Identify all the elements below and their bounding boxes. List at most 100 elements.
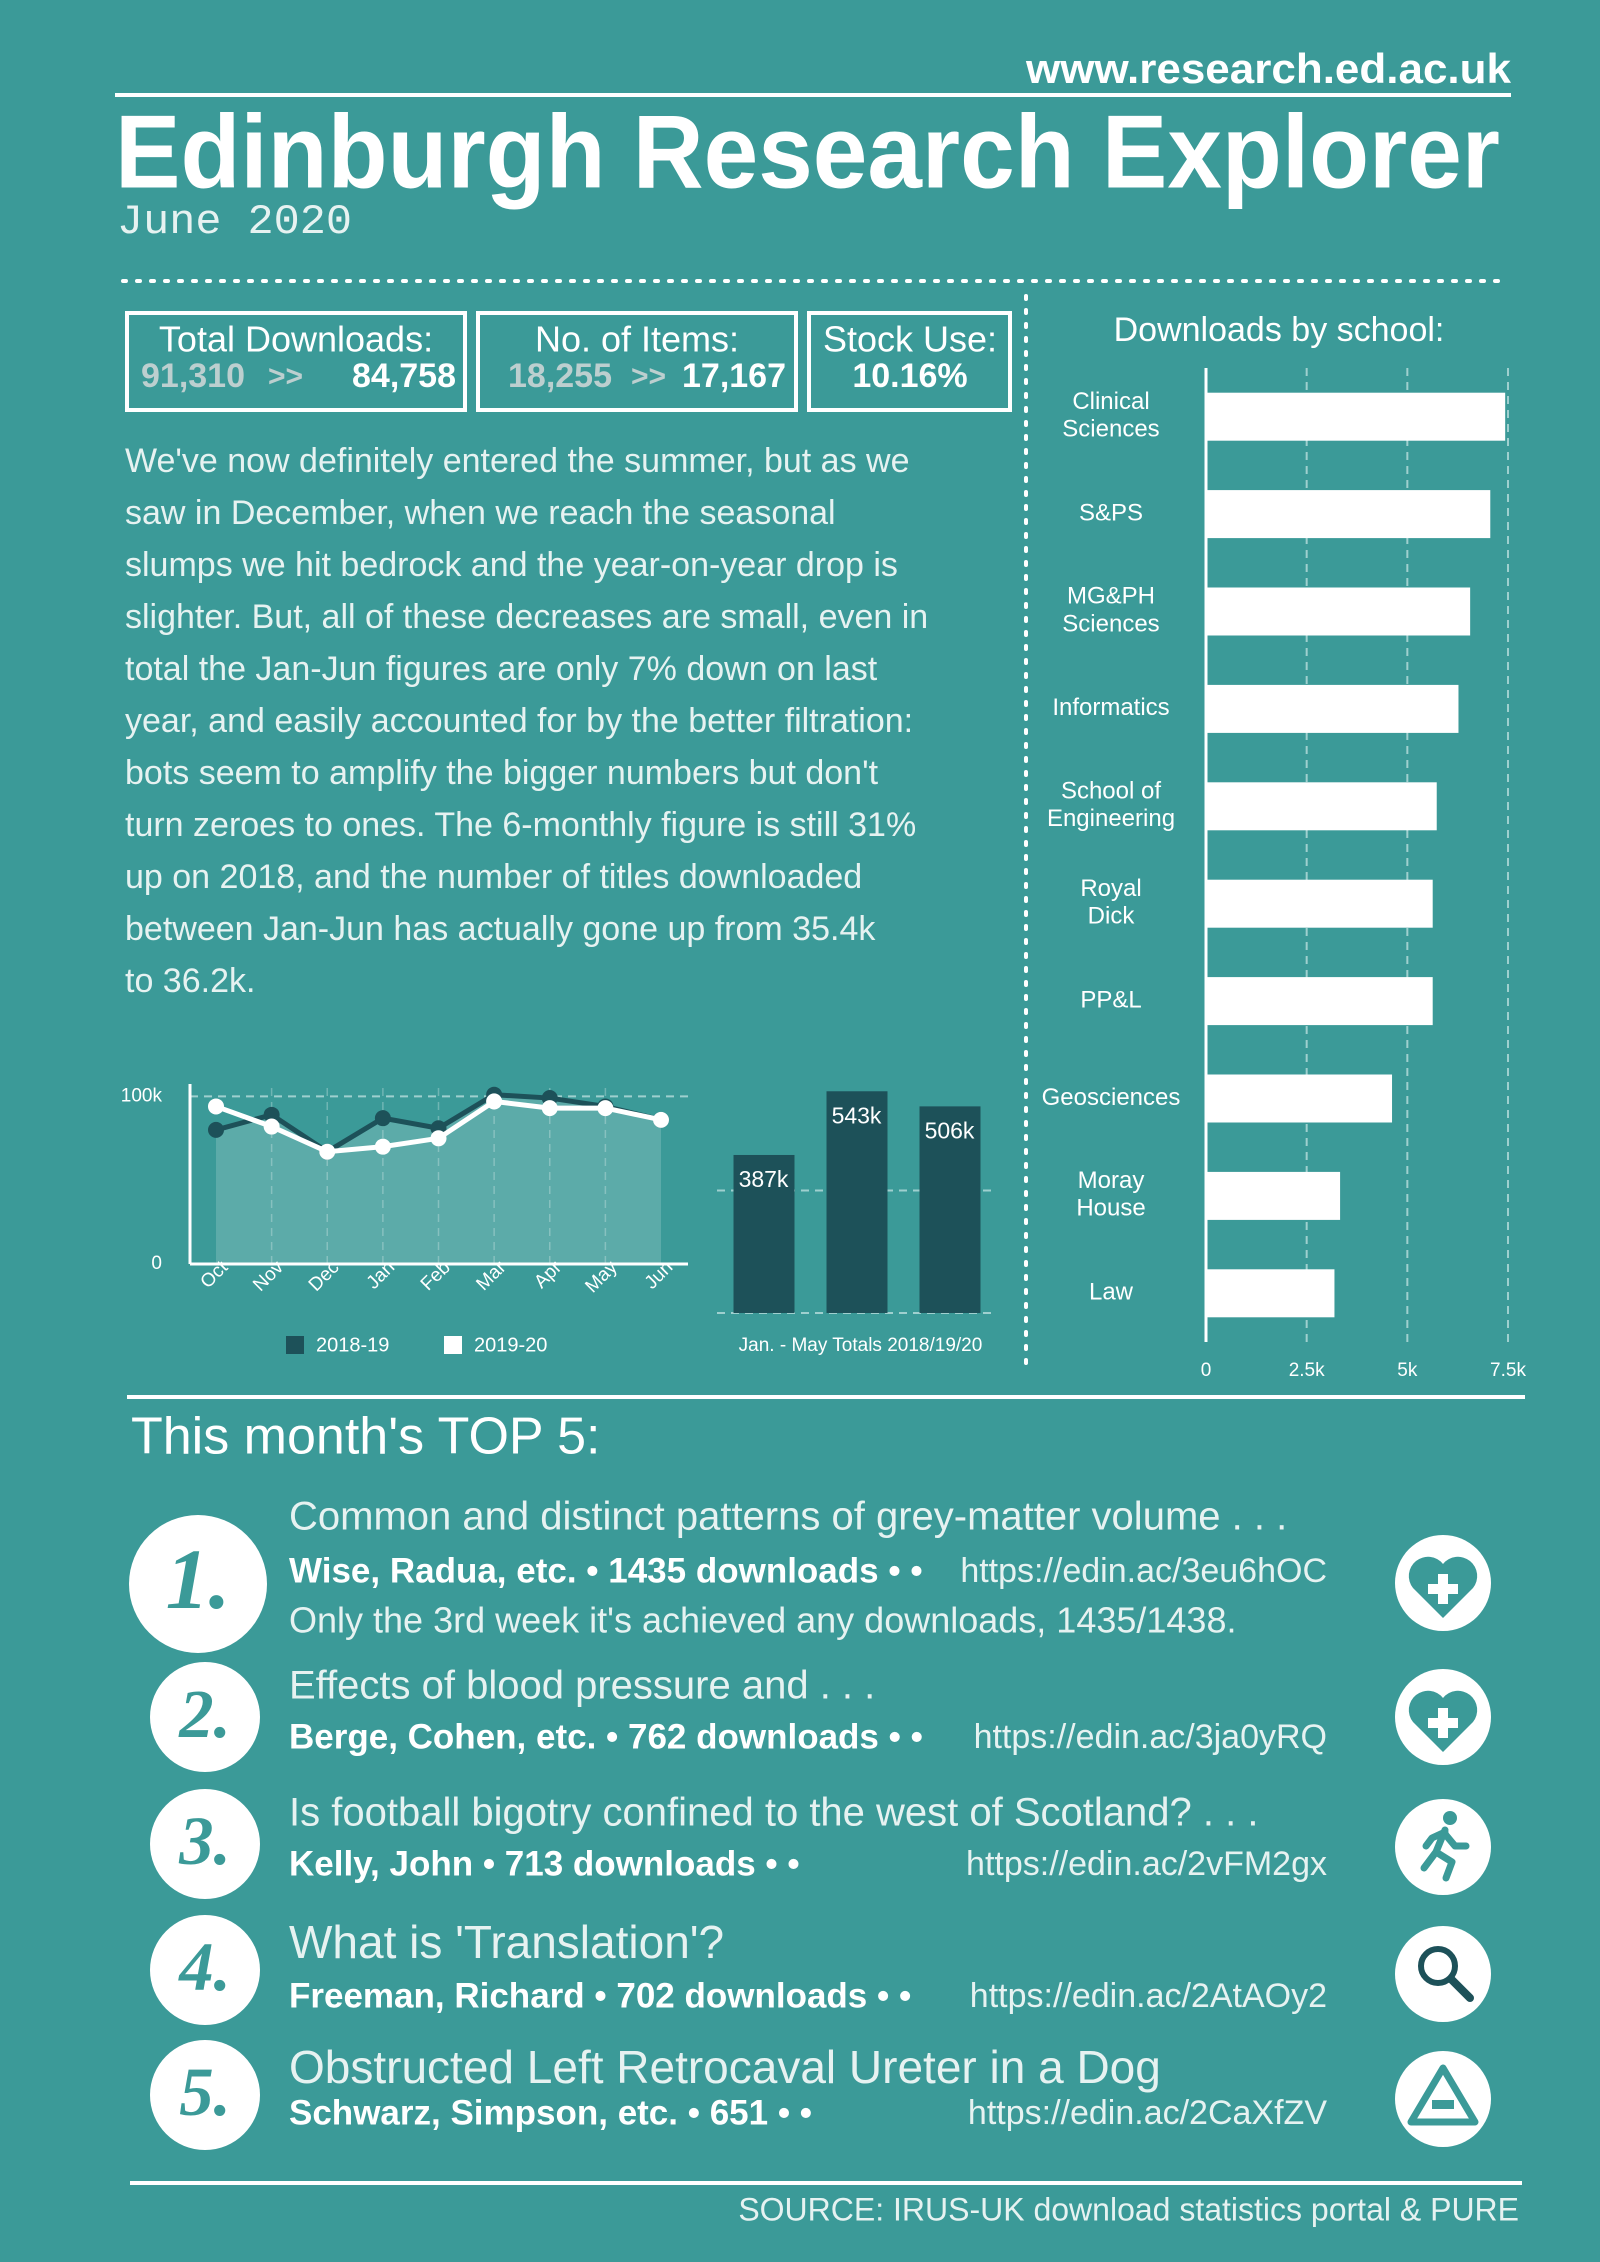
stat-label: Total Downloads: xyxy=(159,319,433,360)
rank-badge xyxy=(150,1789,260,1899)
bar xyxy=(1206,1171,1341,1220)
stat-label: No. of Items: xyxy=(535,319,739,360)
title: Edinburgh Research Explorer xyxy=(115,94,1500,210)
rank: 2. xyxy=(178,1676,231,1752)
y-tick-label: 0 xyxy=(151,1253,162,1274)
bar xyxy=(1206,977,1433,1026)
value-label: 387k xyxy=(739,1166,789,1192)
summary-line: between Jan-Jun has actually gone up fro… xyxy=(125,910,876,948)
stat-previous: 18,255 xyxy=(508,357,612,395)
x-tick-label: 0 xyxy=(1201,1360,1212,1381)
item-title: Obstructed Left Retrocaval Ureter in a D… xyxy=(289,2041,1161,2093)
icon-sport xyxy=(1395,1799,1491,1895)
stat-box xyxy=(807,311,1012,412)
date: June 2020 xyxy=(117,198,352,246)
point xyxy=(263,1118,280,1135)
stat-box xyxy=(476,311,798,412)
rank: 4. xyxy=(177,1929,231,2005)
y-tick-label: Geosciences xyxy=(1042,1084,1181,1111)
point xyxy=(541,1100,558,1117)
summary-line: We've now definitely entered the summer,… xyxy=(125,442,910,480)
y-tick-label: MG&PH Sciences xyxy=(1062,583,1159,638)
y-tick-label: 100k xyxy=(121,1085,163,1106)
y-tick-label: School of Engineering xyxy=(1047,778,1175,833)
bar xyxy=(1206,392,1506,441)
point xyxy=(430,1130,447,1147)
legend-label: 2018-19 xyxy=(316,1334,389,1356)
item-title: Is football bigotry confined to the west… xyxy=(289,1791,1258,1835)
y-tick-label: Clinical Sciences xyxy=(1062,388,1159,443)
chart-title: Downloads by school: xyxy=(1114,311,1445,349)
icons xyxy=(1395,1535,1491,2147)
legend-swatch xyxy=(286,1336,304,1354)
item-details: Wise, Radua, etc. • 1435 downloads • • xyxy=(289,1551,923,1590)
bar xyxy=(1206,490,1491,539)
y-tick-label: PP&L xyxy=(1080,986,1141,1013)
stat-arrow: >> xyxy=(268,360,303,393)
summary-line: turn zeroes to ones. The 6-monthly figur… xyxy=(125,806,916,844)
y-tick-label: Royal Dick xyxy=(1080,875,1141,930)
y-tick-label: Moray House xyxy=(1076,1167,1145,1222)
item-title: Effects of blood pressure and . . . xyxy=(289,1664,875,1708)
item-details: Schwarz, Simpson, etc. • 651 • • xyxy=(289,2093,812,2132)
bar xyxy=(1206,1269,1335,1318)
area xyxy=(216,1094,661,1264)
point xyxy=(208,1098,224,1115)
rank-badge xyxy=(150,2040,260,2150)
value-label: 506k xyxy=(925,1117,975,1143)
bar xyxy=(733,1154,795,1313)
point xyxy=(263,1106,280,1123)
point xyxy=(374,1110,391,1127)
bar xyxy=(1206,587,1471,636)
rank-badge xyxy=(129,1515,267,1653)
summary-line: saw in December, when we reach the seaso… xyxy=(125,494,836,532)
item-link: https://edin.ac/3ja0yRQ xyxy=(974,1718,1327,1756)
item-title: Common and distinct patterns of grey-mat… xyxy=(289,1495,1287,1539)
summary-line: to 36.2k. xyxy=(125,962,255,1000)
bar xyxy=(1206,1074,1393,1123)
icon-cross xyxy=(1428,1574,1458,1604)
bar xyxy=(826,1091,888,1313)
summary-line: year, and easily accounted for by the be… xyxy=(125,702,913,740)
point xyxy=(319,1143,336,1160)
point xyxy=(486,1093,503,1110)
stat-current: 84,758 xyxy=(352,357,456,395)
point xyxy=(597,1100,614,1117)
rank: 1. xyxy=(166,1531,231,1627)
url: www.research.ed.ac.uk xyxy=(1025,45,1512,92)
item-title: What is 'Translation'? xyxy=(289,1916,724,1968)
item-details: Berge, Cohen, etc. • 762 downloads • • xyxy=(289,1717,923,1756)
icon-lens xyxy=(1418,1946,1458,1986)
item-link: https://edin.ac/3eu6hOC xyxy=(960,1552,1327,1590)
rank-badge xyxy=(150,1915,260,2025)
icon-handle xyxy=(1447,1975,1474,2002)
stat-current: 17,167 xyxy=(682,357,786,395)
rank: 3. xyxy=(178,1803,231,1879)
icon-search xyxy=(1395,1926,1491,2022)
x-tick-label: 5k xyxy=(1397,1360,1418,1381)
x-label: Jan. - May Totals 2018/19/20 xyxy=(739,1335,983,1356)
bar xyxy=(1206,879,1433,928)
icon-cross xyxy=(1428,1708,1458,1738)
source: SOURCE: IRUS-UK download statistics port… xyxy=(738,2191,1519,2227)
point xyxy=(653,1111,669,1128)
rank-badge xyxy=(150,1662,260,1772)
stat-box xyxy=(125,311,467,412)
y-tick-label: Informatics xyxy=(1052,694,1169,721)
top5-list: 1. Common and distinct patterns of grey-m… xyxy=(129,1495,1327,2150)
item-link: https://edin.ac/2vFM2gx xyxy=(966,1845,1327,1883)
x-tick-label: 7.5k xyxy=(1490,1360,1526,1381)
item-note: Only the 3rd week it's achieved any down… xyxy=(289,1600,1236,1641)
legend-label: 2019-20 xyxy=(474,1334,547,1356)
item-details: Kelly, John • 713 downloads • • xyxy=(289,1844,800,1883)
y-tick-label: S&PS xyxy=(1079,499,1143,526)
value-label: 543k xyxy=(832,1102,882,1128)
summary: We've now definitely entered the summer,… xyxy=(125,442,928,1000)
point xyxy=(374,1138,391,1155)
item-link: https://edin.ac/2AtAOy2 xyxy=(970,1977,1327,2015)
rank: 5. xyxy=(179,2054,231,2130)
stat-previous: 91,310 xyxy=(141,357,245,395)
legend-swatch xyxy=(444,1336,462,1354)
